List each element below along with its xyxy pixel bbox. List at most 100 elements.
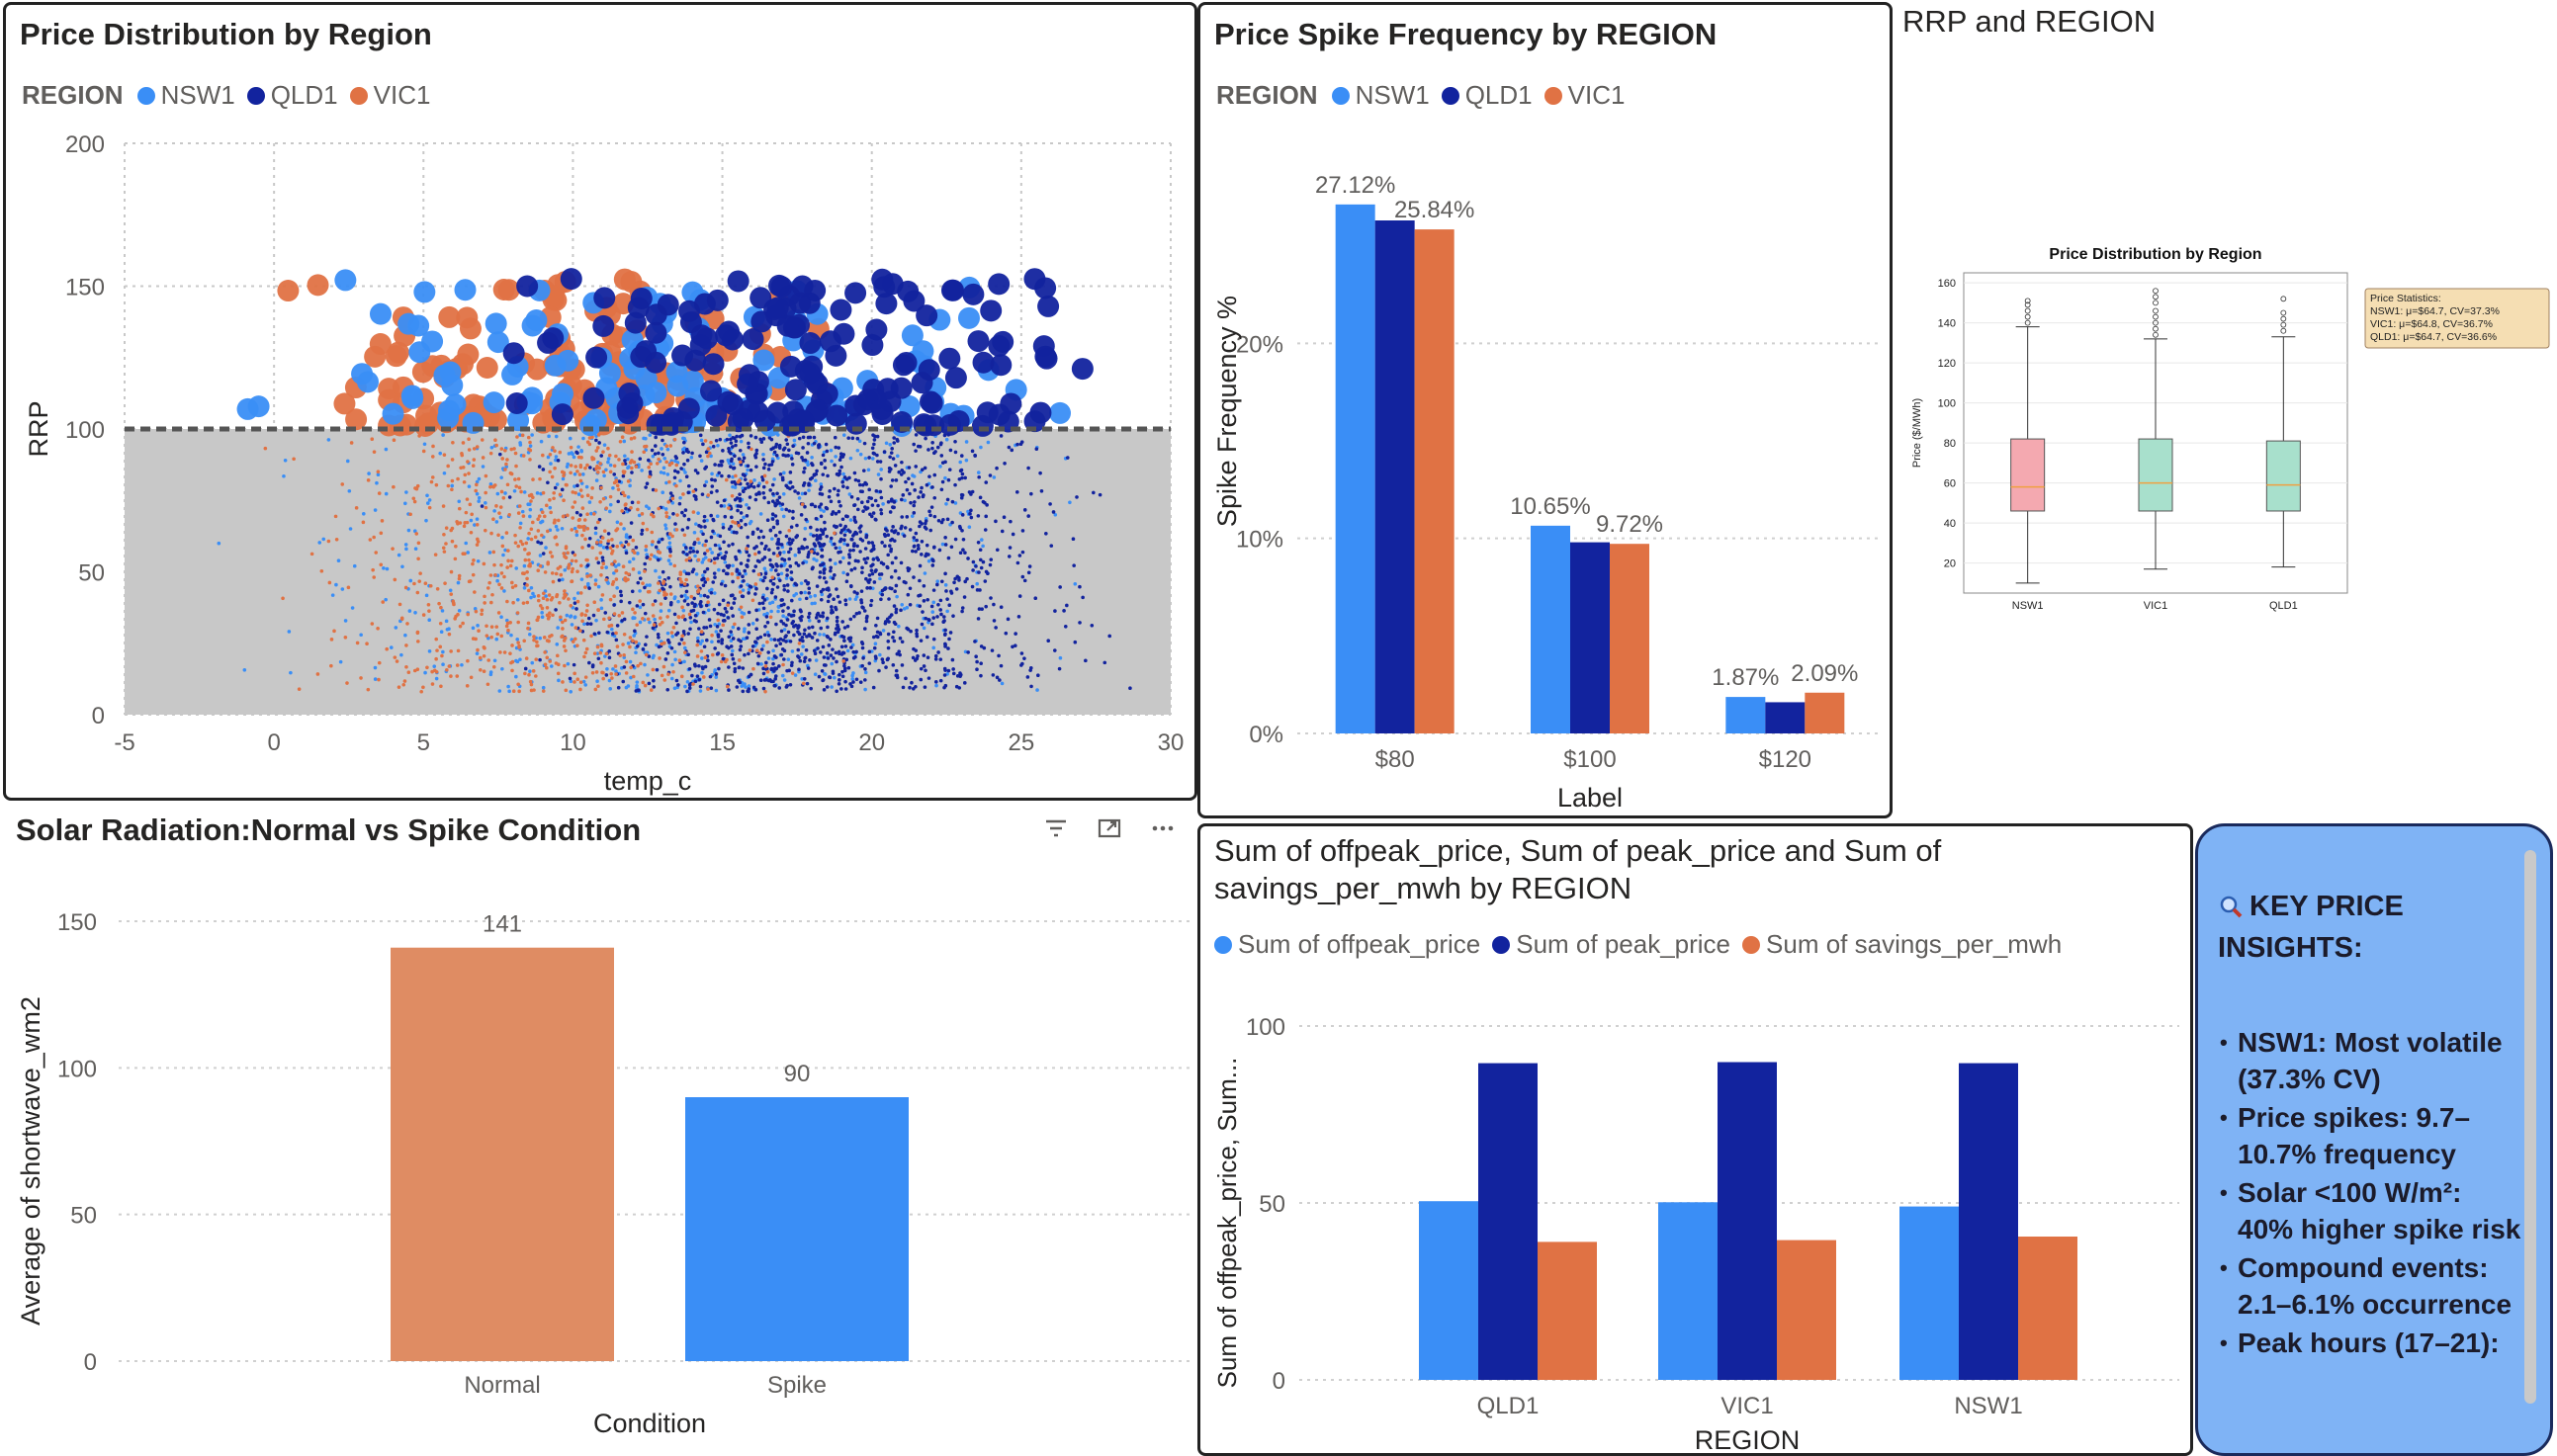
legend-entry-nsw1[interactable]: NSW1 bbox=[1331, 80, 1430, 111]
legend-label: NSW1 bbox=[1355, 80, 1430, 110]
filter-icon[interactable] bbox=[1042, 814, 1070, 849]
scatter-point bbox=[759, 440, 764, 444]
scatter-point bbox=[852, 471, 857, 475]
scatter-point bbox=[892, 630, 896, 635]
scatter-point bbox=[733, 485, 738, 489]
scatter-point bbox=[602, 617, 606, 622]
legend-entry-savings[interactable]: Sum of savings_per_mwh bbox=[1742, 929, 2062, 960]
scatter-point bbox=[590, 546, 595, 550]
scatter-point bbox=[535, 640, 539, 644]
legend-entry-offpeak[interactable]: Sum of offpeak_price bbox=[1214, 929, 1480, 960]
scatter-point bbox=[532, 638, 536, 642]
scatter-point bbox=[771, 446, 775, 451]
scatter-point bbox=[442, 533, 446, 537]
scatter-point bbox=[838, 546, 841, 551]
scatter-point bbox=[658, 575, 661, 579]
scatter-point bbox=[720, 653, 725, 657]
scatter-point bbox=[682, 543, 686, 548]
y-tick-label: 0 bbox=[84, 1349, 97, 1376]
solar-panel[interactable]: Solar Radiation:Normal vs Spike Conditio… bbox=[0, 803, 1197, 1435]
scatter-point bbox=[481, 465, 485, 469]
scatter-point bbox=[727, 635, 732, 640]
scatter-point bbox=[725, 610, 729, 614]
scatter-point bbox=[741, 588, 746, 592]
scatter-point bbox=[733, 669, 737, 674]
scatter-panel[interactable]: Price Distribution by Region REGION NSW1… bbox=[3, 2, 1197, 801]
scatter-point bbox=[562, 596, 566, 600]
more-options-icon[interactable] bbox=[1149, 814, 1177, 849]
legend-entry-qld1[interactable]: QLD1 bbox=[246, 80, 338, 111]
scatter-point bbox=[855, 448, 860, 453]
scatter-point bbox=[911, 655, 916, 660]
scatter-point bbox=[794, 535, 798, 540]
scatter-point bbox=[864, 560, 868, 564]
scatter-point bbox=[888, 455, 892, 460]
scatter-point bbox=[1004, 631, 1009, 636]
scatter-point bbox=[989, 557, 994, 561]
scatter-point bbox=[787, 668, 791, 673]
scatter-point bbox=[731, 614, 736, 618]
scatter-point bbox=[755, 558, 760, 563]
legend-entry-qld1[interactable]: QLD1 bbox=[1441, 80, 1533, 111]
scatter-point bbox=[782, 550, 786, 555]
scatter-point bbox=[709, 590, 714, 595]
scatter-point bbox=[703, 664, 708, 669]
spike-panel[interactable]: Price Spike Frequency by REGION REGION N… bbox=[1197, 2, 1893, 818]
legend-entry-peak[interactable]: Sum of peak_price bbox=[1492, 929, 1730, 960]
scatter-point bbox=[451, 599, 455, 603]
scatter-point bbox=[1049, 544, 1054, 548]
scatter-point bbox=[754, 451, 758, 456]
scatter-point bbox=[471, 464, 476, 469]
scatter-point bbox=[960, 493, 965, 497]
scatter-point bbox=[840, 674, 845, 679]
scatter-point bbox=[875, 616, 880, 621]
scatter-point bbox=[895, 594, 899, 599]
scatter-point bbox=[633, 611, 637, 615]
scatter-point bbox=[441, 374, 464, 396]
scatter-point bbox=[883, 544, 887, 549]
scatter-point bbox=[628, 659, 633, 664]
scatter-point bbox=[481, 456, 485, 460]
scatter-point bbox=[963, 579, 968, 584]
spike-bar-chart[interactable]: 0%10%20%$80 $100 $12027.12%25.84%10.65%9.7… bbox=[1200, 109, 1893, 818]
scatter-point bbox=[598, 540, 603, 545]
boxplot-panel[interactable]: RRP and REGION Price Distribution by Reg… bbox=[1893, 0, 2557, 820]
scatter-point bbox=[361, 512, 366, 516]
legend-entry-vic1[interactable]: VIC1 bbox=[349, 80, 430, 111]
scrollbar[interactable] bbox=[2524, 850, 2536, 1404]
scatter-point bbox=[747, 506, 751, 510]
scatter-point bbox=[679, 674, 684, 679]
scatter-point bbox=[796, 491, 800, 495]
scatter-point bbox=[770, 512, 775, 517]
scatter-point bbox=[441, 504, 446, 508]
scatter-point bbox=[573, 626, 578, 630]
scatter-point bbox=[510, 668, 514, 673]
scatter-point bbox=[606, 581, 610, 585]
scatter-point bbox=[838, 559, 842, 564]
scatter-point bbox=[775, 585, 780, 589]
scatter-point bbox=[575, 451, 579, 456]
scatter-point bbox=[385, 566, 390, 571]
scatter-point bbox=[602, 473, 606, 478]
scatter-point bbox=[703, 655, 708, 660]
scatter-point bbox=[477, 499, 481, 503]
scatter-point bbox=[761, 452, 765, 457]
scatter-point bbox=[829, 539, 833, 544]
legend-entry-nsw1[interactable]: NSW1 bbox=[136, 80, 235, 111]
scatter-point bbox=[721, 525, 726, 530]
scatter-point bbox=[541, 490, 546, 495]
scatter-point bbox=[795, 523, 799, 528]
scatter-point bbox=[627, 572, 631, 576]
legend-entry-vic1[interactable]: VIC1 bbox=[1543, 80, 1625, 111]
scatter-point bbox=[721, 598, 726, 603]
scatter-point bbox=[743, 682, 747, 686]
scatter-point bbox=[514, 484, 519, 488]
scatter-point bbox=[658, 623, 662, 627]
sums-panel[interactable]: Sum of offpeak_price, Sum of peak_price … bbox=[1197, 823, 2193, 1456]
scatter-point bbox=[999, 605, 1004, 610]
scatter-point bbox=[1075, 495, 1079, 499]
focus-mode-icon[interactable] bbox=[1096, 814, 1123, 849]
